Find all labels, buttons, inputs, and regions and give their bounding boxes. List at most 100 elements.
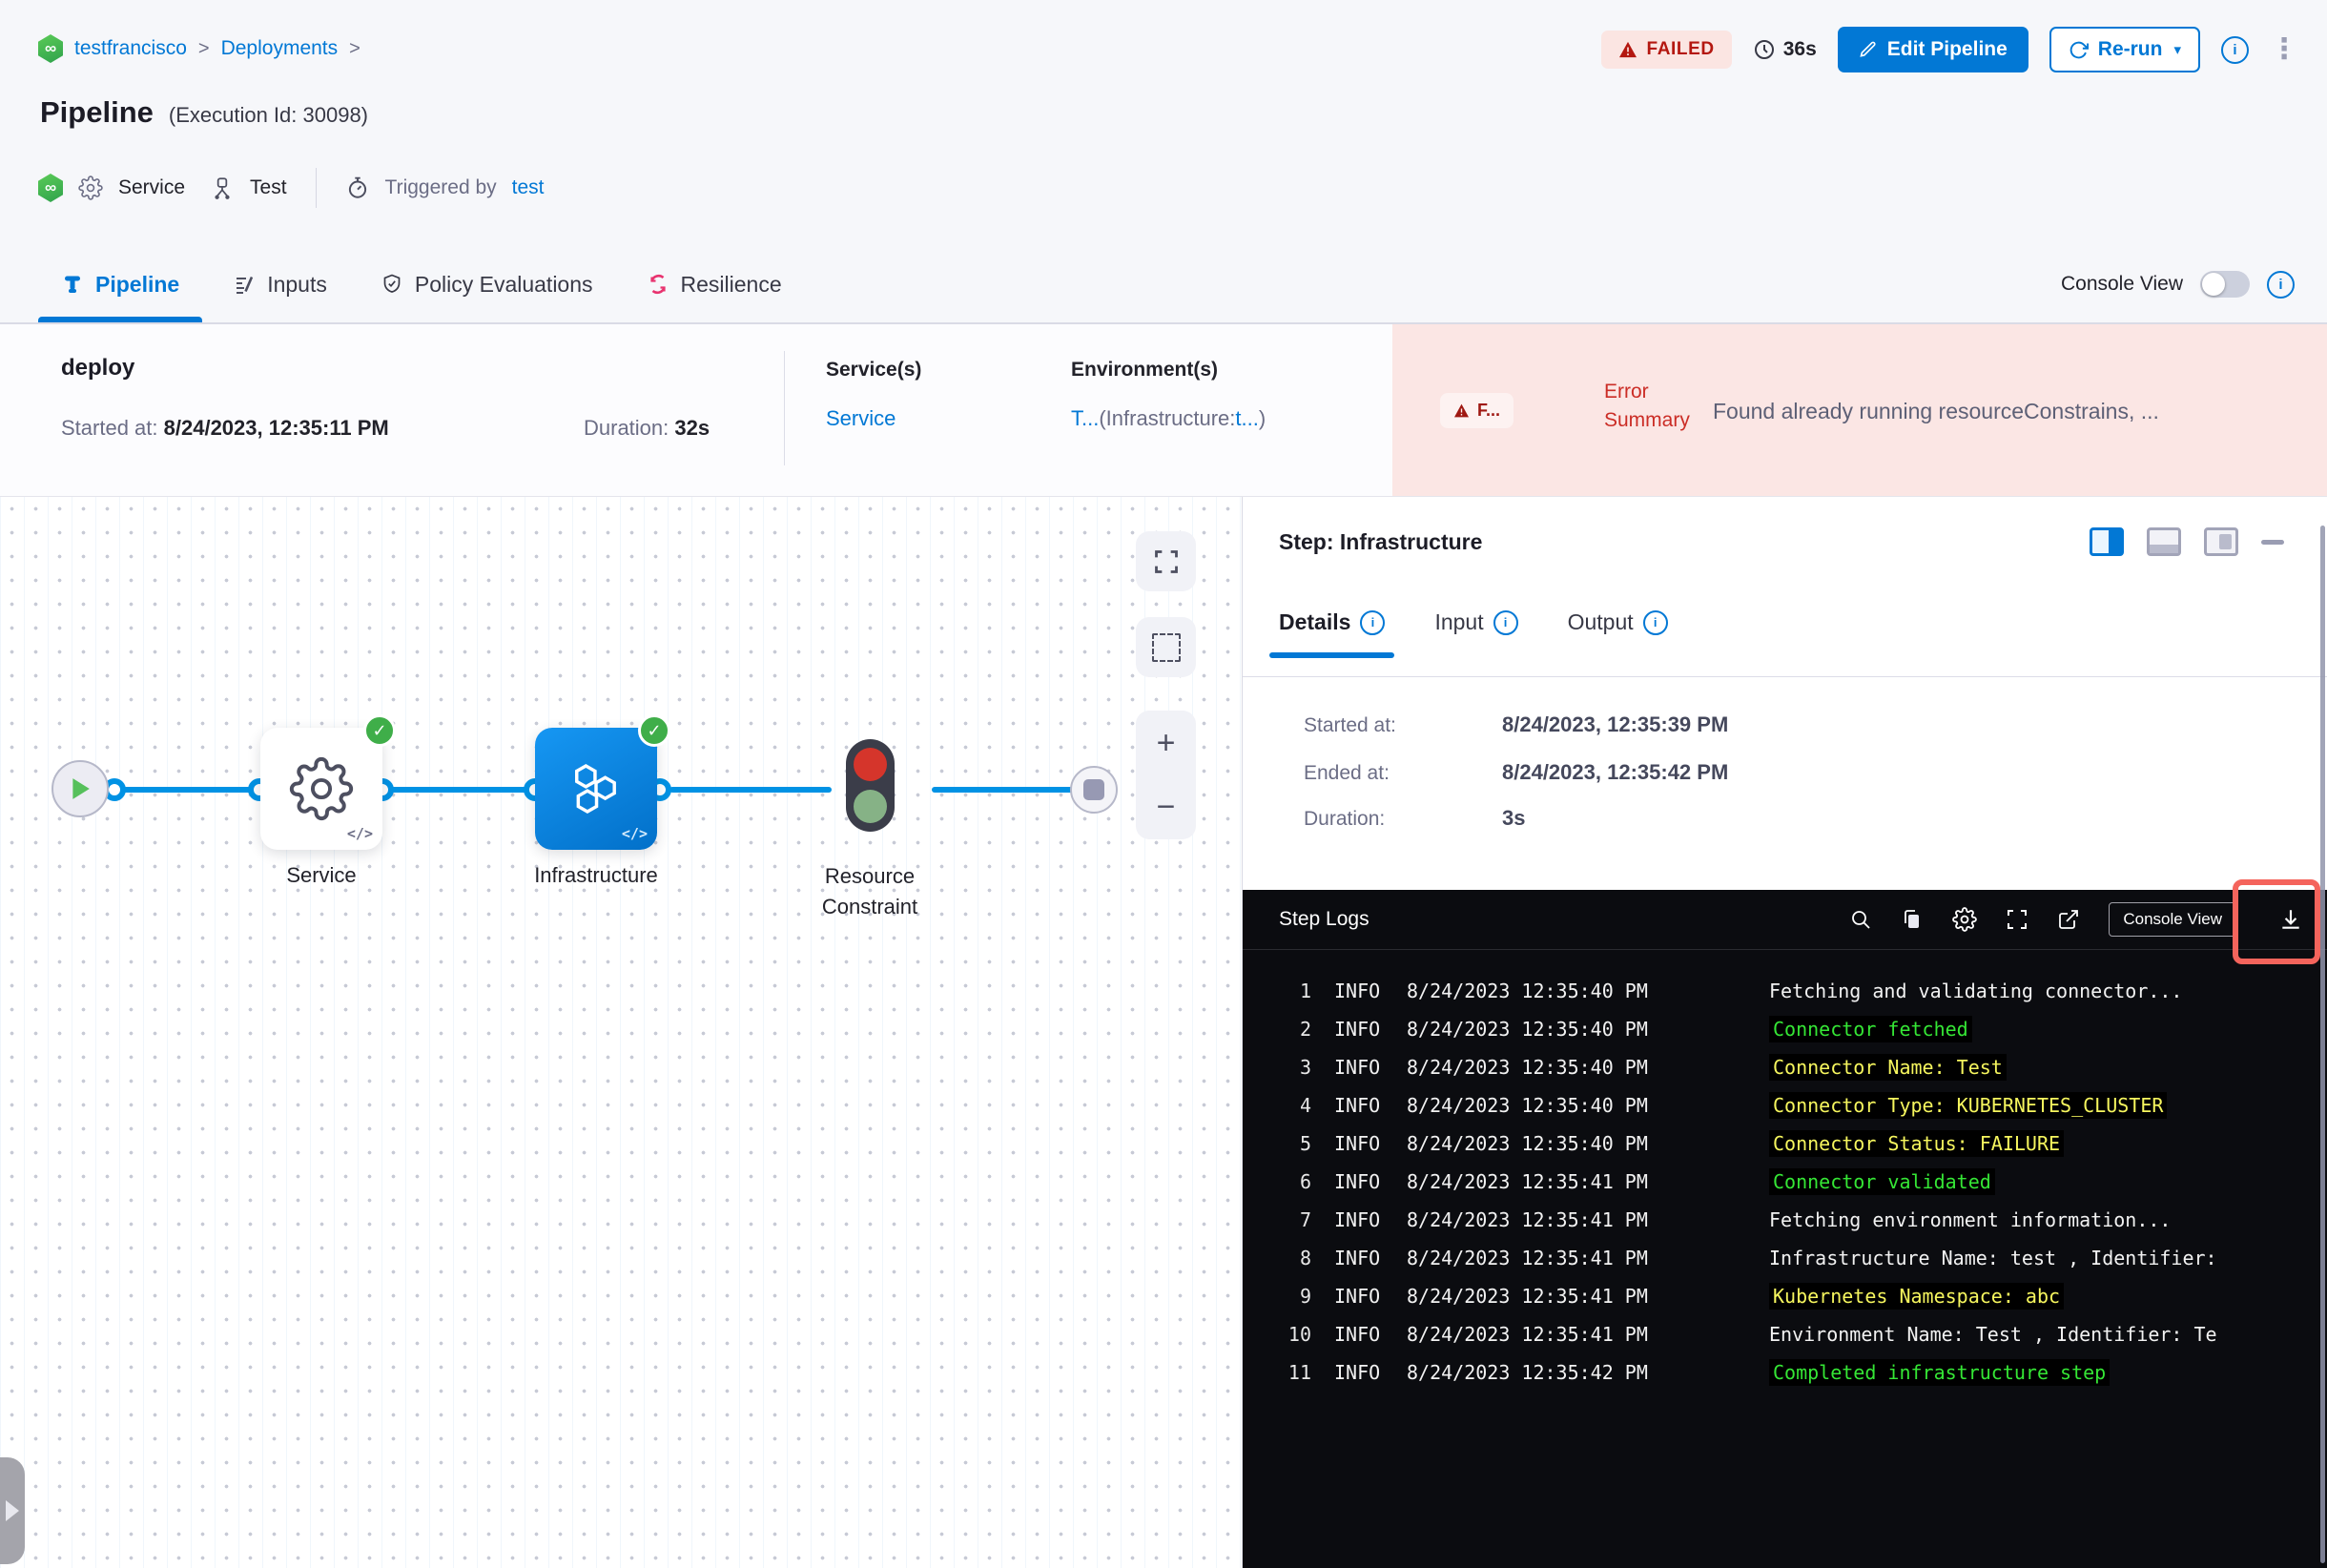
expand-logs-icon[interactable] bbox=[2006, 908, 2028, 931]
expand-panel-button[interactable] bbox=[0, 1457, 25, 1564]
step-logs-panel: Step Logs bbox=[1243, 879, 2327, 1568]
edge-service-infra bbox=[382, 787, 535, 793]
triggered-by-user-link[interactable]: test bbox=[511, 176, 545, 198]
log-line: 8 INFO 8/24/2023 12:35:41 PM Infrastructure… bbox=[1243, 1239, 2327, 1277]
traffic-light-green bbox=[854, 790, 887, 823]
refresh-icon bbox=[2070, 41, 2089, 58]
clock-icon bbox=[1754, 40, 1774, 59]
log-timestamp: 8/24/2023 12:35:40 PM bbox=[1407, 1056, 1648, 1079]
tab-output[interactable]: Output i bbox=[1568, 609, 1668, 658]
breadcrumb-project-link[interactable]: testfrancisco bbox=[74, 37, 187, 59]
panel-scrollbar[interactable] bbox=[2320, 526, 2325, 1563]
console-view-button[interactable]: Console View bbox=[2109, 902, 2236, 937]
divider bbox=[784, 351, 785, 465]
log-level: INFO bbox=[1334, 980, 1381, 1002]
log-line: 6 INFO 8/24/2023 12:35:41 PM Connector vali… bbox=[1243, 1163, 2327, 1201]
open-in-new-window-icon[interactable] bbox=[2057, 908, 2080, 931]
title-row: Pipeline (Execution Id: 30098) bbox=[40, 95, 368, 130]
tab-policy-evaluations[interactable]: Policy Evaluations bbox=[381, 246, 593, 322]
log-timestamp: 8/24/2023 12:35:40 PM bbox=[1407, 980, 1648, 1002]
log-message: Connector fetched bbox=[1769, 1016, 1972, 1042]
step-ended-value: 8/24/2023, 12:35:42 PM bbox=[1502, 760, 1729, 784]
node-infrastructure[interactable]: ✓ </> bbox=[535, 714, 670, 850]
pencil-icon bbox=[1860, 41, 1876, 57]
multi-select-button[interactable] bbox=[1136, 617, 1196, 677]
harness-cd-icon: ∞ bbox=[38, 34, 63, 63]
log-level: INFO bbox=[1334, 1094, 1381, 1117]
active-tab-underline bbox=[38, 317, 203, 322]
tab-input[interactable]: Input i bbox=[1434, 609, 1518, 658]
node-label-infrastructure: Infrastructure bbox=[534, 863, 658, 887]
info-icon[interactable]: i bbox=[1642, 609, 1668, 635]
info-icon[interactable]: i bbox=[1493, 609, 1518, 635]
fit-to-screen-button[interactable] bbox=[1136, 531, 1196, 591]
page-title: Pipeline bbox=[40, 95, 154, 129]
harness-cd-icon: ∞ bbox=[38, 174, 63, 202]
node-service[interactable]: ✓ </> bbox=[260, 714, 396, 850]
chevron-down-icon: ▾ bbox=[2173, 42, 2181, 58]
info-icon[interactable]: i bbox=[2221, 35, 2249, 64]
step-ended-label: Ended at: bbox=[1304, 762, 1390, 784]
minimize-panel-button[interactable] bbox=[2261, 539, 2284, 545]
kebab-menu-icon[interactable]: ⋮ bbox=[2270, 33, 2298, 65]
log-timestamp: 8/24/2023 12:35:41 PM bbox=[1407, 1247, 1648, 1269]
page-header: ∞ testfrancisco > Deployments > Pipeline… bbox=[0, 0, 2327, 246]
success-check-icon: ✓ bbox=[638, 714, 670, 747]
layout-bottom-split-button[interactable] bbox=[2147, 527, 2181, 556]
layout-floating-button[interactable] bbox=[2204, 527, 2238, 556]
node-resource-constraint[interactable] bbox=[846, 739, 895, 832]
zoom-out-button[interactable]: − bbox=[1156, 789, 1176, 826]
log-line-number: 8 bbox=[1299, 1247, 1311, 1269]
tab-details[interactable]: Details i bbox=[1268, 609, 1395, 658]
start-node[interactable] bbox=[51, 760, 109, 817]
shield-check-icon bbox=[383, 274, 401, 293]
log-line-number: 7 bbox=[1299, 1208, 1311, 1231]
step-duration-value: 3s bbox=[1502, 806, 1526, 830]
error-summary-label: Error Summary bbox=[1604, 381, 1690, 432]
environment-value[interactable]: T...(Infrastructure:t...) bbox=[1071, 406, 1266, 430]
log-message: Connector Type: KUBERNETES_CLUSTER bbox=[1769, 1092, 2168, 1119]
copy-icon[interactable] bbox=[1901, 908, 1924, 931]
play-icon bbox=[72, 778, 90, 799]
tab-pipeline[interactable]: Pipeline bbox=[38, 246, 203, 322]
info-icon[interactable]: i bbox=[1360, 609, 1386, 635]
stage-summary: deploy Started at: 8/24/2023, 12:35:11 P… bbox=[0, 324, 2327, 497]
step-logs-header: Step Logs bbox=[1243, 879, 2327, 964]
service-link[interactable]: Service bbox=[826, 406, 896, 430]
download-logs-icon[interactable] bbox=[2278, 907, 2303, 932]
console-view-toggle[interactable] bbox=[2200, 271, 2250, 298]
log-settings-gear-icon[interactable] bbox=[1952, 907, 1978, 932]
info-icon[interactable]: i bbox=[2267, 270, 2295, 299]
log-timestamp: 8/24/2023 12:35:41 PM bbox=[1407, 1285, 1648, 1308]
log-toolbar: Console View bbox=[1849, 902, 2303, 937]
end-node[interactable] bbox=[1070, 766, 1118, 814]
log-line: 11 INFO 8/24/2023 12:35:42 PM Completed inf… bbox=[1243, 1353, 2327, 1392]
success-check-icon: ✓ bbox=[363, 714, 396, 747]
error-summary-text: Found already running resourceConstrains… bbox=[1713, 399, 2159, 423]
zoom-in-button[interactable]: + bbox=[1156, 724, 1176, 761]
log-timestamp: 8/24/2023 12:35:40 PM bbox=[1407, 1132, 1648, 1155]
pipeline-canvas[interactable]: ✓ </> Service ✓ </> Infrastructure Resou… bbox=[0, 497, 1242, 1568]
warning-icon bbox=[1618, 41, 1637, 58]
divider bbox=[315, 168, 317, 208]
stop-square-icon bbox=[1083, 779, 1104, 800]
edge-start-service bbox=[114, 787, 260, 793]
log-timestamp: 8/24/2023 12:35:41 PM bbox=[1407, 1208, 1648, 1231]
log-line-number: 3 bbox=[1299, 1056, 1311, 1079]
log-line: 2 INFO 8/24/2023 12:35:40 PM Connector fetc… bbox=[1243, 1010, 2327, 1048]
layout-right-split-button[interactable] bbox=[2090, 527, 2124, 556]
log-level: INFO bbox=[1334, 1323, 1381, 1346]
edit-pipeline-button[interactable]: Edit Pipeline bbox=[1837, 27, 2028, 72]
elapsed-time: 36s bbox=[1753, 38, 1817, 61]
search-icon[interactable] bbox=[1849, 908, 1872, 931]
tab-inputs[interactable]: Inputs bbox=[233, 246, 327, 322]
rerun-button[interactable]: Re-run ▾ bbox=[2049, 27, 2200, 72]
failed-mini-badge: F... bbox=[1440, 393, 1514, 428]
log-message: Connector validated bbox=[1769, 1168, 1995, 1195]
breadcrumb-deployments-link[interactable]: Deployments bbox=[220, 37, 339, 59]
log-message: Completed infrastructure step bbox=[1769, 1359, 2111, 1386]
log-line-number: 1 bbox=[1299, 980, 1311, 1002]
tab-resilience[interactable]: Resilience bbox=[647, 246, 782, 322]
log-line-number: 4 bbox=[1299, 1094, 1311, 1117]
step-started-label: Started at: bbox=[1304, 714, 1396, 736]
